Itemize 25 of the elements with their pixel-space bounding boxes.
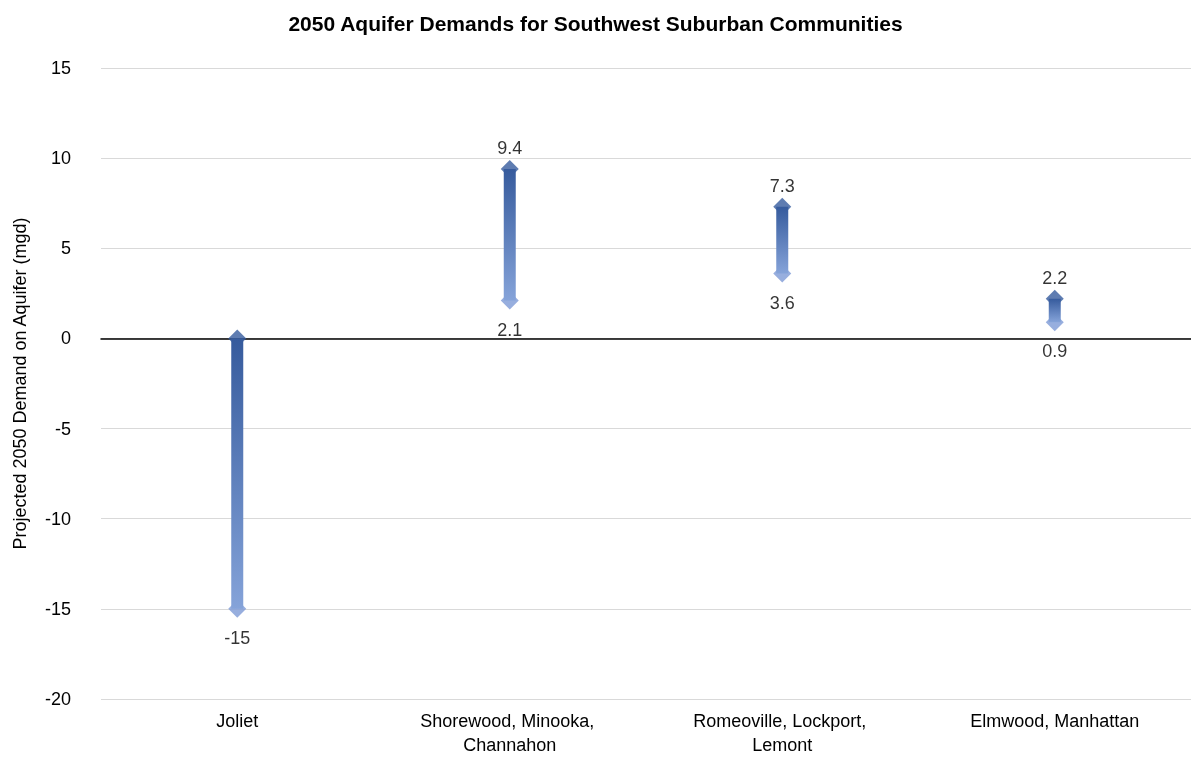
annotation: 2.1 [497, 319, 523, 340]
y-tick-label: -5 [54, 418, 71, 439]
annotation: 3.6 [769, 292, 795, 313]
annotation: -15 [224, 627, 251, 648]
y-axis-title: Projected 2050 Demand on Aquifer (mgd) [10, 217, 30, 550]
x-tick-label: Romeoville, Lockport, Lemont [693, 711, 872, 755]
x-tick-label: Joliet [216, 711, 259, 731]
bar [776, 206, 789, 274]
y-tick-label: 15 [50, 58, 71, 78]
y-tick-label: 10 [50, 148, 71, 169]
chart-title: 2050 Aquifer Demands for Southwest Suburban Communities [288, 12, 903, 35]
annotation: 7.3 [769, 175, 795, 196]
bar [231, 338, 244, 609]
x-tick-label: Elmwood, Manhattan [970, 711, 1140, 731]
y-tick-label: 5 [60, 238, 71, 259]
x-tick-label: Shorewood, Minooka, Channahon [420, 711, 600, 755]
y-tick-label: -15 [44, 598, 71, 619]
y-tick-label: 0 [60, 328, 71, 349]
annotation: 2.2 [1042, 267, 1068, 288]
bar [1048, 298, 1061, 323]
annotation: 0.9 [1042, 341, 1068, 362]
annotation: 9.4 [497, 137, 523, 158]
y-tick-label: -10 [44, 508, 71, 529]
y-tick-label: -20 [44, 689, 71, 709]
bar [503, 168, 516, 301]
